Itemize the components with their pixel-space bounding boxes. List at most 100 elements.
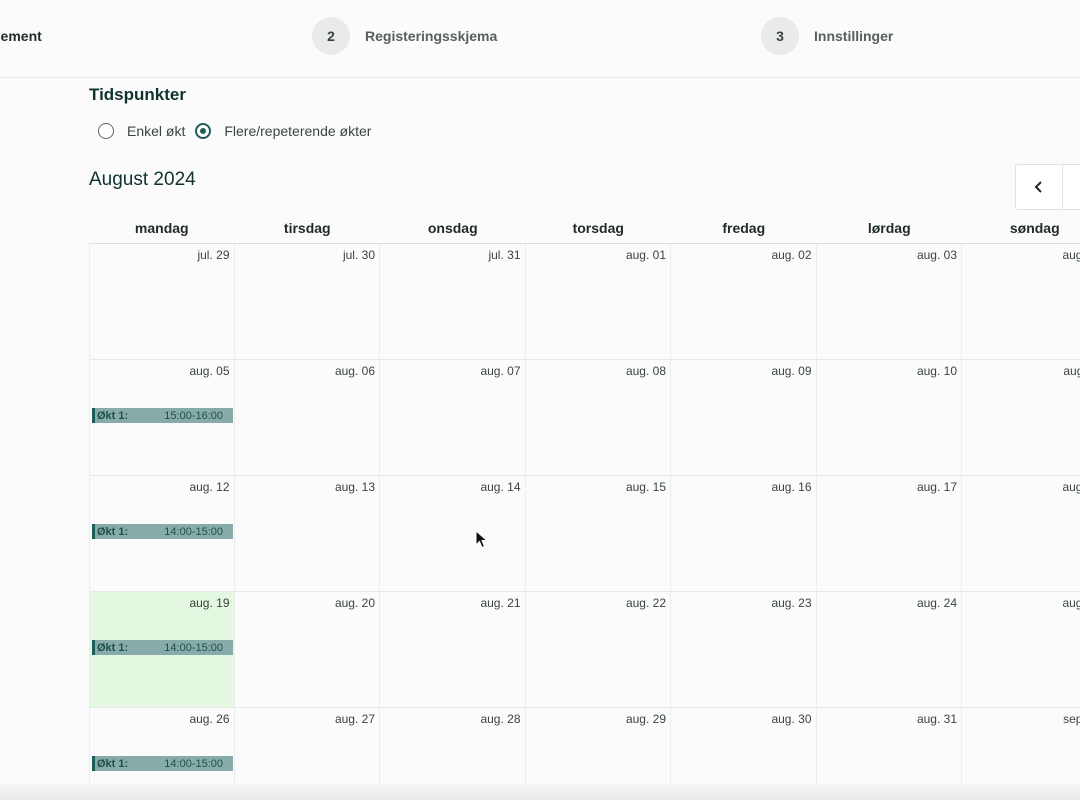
radio-single-session-circle[interactable] <box>98 123 114 139</box>
day-number: aug. 21 <box>480 596 521 610</box>
day-cell[interactable]: aug. 14 <box>380 476 526 591</box>
radio-multiple-sessions-label: Flere/repeterende økter <box>224 123 372 139</box>
day-number: aug. 07 <box>480 364 521 378</box>
day-number: aug. 16 <box>771 480 812 494</box>
day-number: aug. 10 <box>916 364 957 378</box>
day-number: aug. 24 <box>916 596 957 610</box>
day-number: aug. 02 <box>771 248 812 262</box>
day-number: aug. 12 <box>189 480 230 494</box>
day-cell[interactable]: aug. 30 <box>671 708 817 800</box>
event-time: 15:00-16:00 <box>164 409 223 422</box>
day-cell[interactable]: aug. 23 <box>671 592 817 707</box>
day-number: aug. 05 <box>189 364 230 378</box>
day-number: aug. 08 <box>625 364 666 378</box>
day-cell[interactable]: aug. 04 <box>962 244 1080 359</box>
day-cell[interactable]: aug. 27 <box>235 708 380 800</box>
day-cell[interactable]: aug. 18 <box>962 476 1080 591</box>
day-cell-highlighted[interactable]: aug. 19 Økt 1: 14:00-15:00 <box>89 592 235 707</box>
day-number: jul. 29 <box>197 248 230 262</box>
day-cell[interactable]: jul. 31 <box>380 244 526 359</box>
step-2-label: Registeringsskjema <box>365 28 498 44</box>
day-number: aug. 11 <box>1063 364 1080 378</box>
day-cell[interactable]: aug. 13 <box>235 476 380 591</box>
radio-single-session-label: Enkel økt <box>127 123 186 139</box>
day-number: aug. 01 <box>625 248 666 262</box>
day-cell[interactable]: sep. 01 <box>962 708 1080 800</box>
session-event[interactable]: Økt 1: 14:00-15:00 <box>92 640 233 655</box>
day-number: sep. 01 <box>1063 712 1080 726</box>
day-number: aug. 13 <box>334 480 375 494</box>
day-number: jul. 30 <box>342 248 375 262</box>
weekday-label: mandag <box>134 220 189 236</box>
day-cell[interactable]: aug. 26 Økt 1: 14:00-15:00 <box>89 708 235 800</box>
day-cell[interactable]: jul. 30 <box>235 244 380 359</box>
weekday-label: torsdag <box>572 220 624 236</box>
day-cell[interactable]: aug. 01 <box>526 244 671 359</box>
step-2-number: 2 <box>312 17 350 55</box>
event-label: Økt 1: <box>97 757 129 770</box>
day-number: aug. 27 <box>334 712 375 726</box>
session-event[interactable]: Økt 1: 14:00-15:00 <box>92 756 233 771</box>
day-number: aug. 23 <box>771 596 812 610</box>
day-cell[interactable]: aug. 12 Økt 1: 14:00-15:00 <box>89 476 235 591</box>
day-number: aug. 20 <box>334 596 375 610</box>
day-cell[interactable]: aug. 21 <box>380 592 526 707</box>
day-cell[interactable]: aug. 06 <box>235 360 380 475</box>
step-3[interactable]: 3 Innstillinger <box>761 17 893 55</box>
day-cell[interactable]: jul. 29 <box>89 244 235 359</box>
day-cell[interactable]: aug. 15 <box>526 476 671 591</box>
event-time: 14:00-15:00 <box>164 641 223 654</box>
day-cell[interactable]: aug. 03 <box>817 244 962 359</box>
next-month-button[interactable] <box>1062 164 1080 210</box>
day-number: aug. 31 <box>916 712 957 726</box>
radio-multiple-sessions-circle[interactable] <box>195 123 212 139</box>
day-cell[interactable]: aug. 10 <box>817 360 962 475</box>
day-cell[interactable]: aug. 25 <box>962 592 1080 707</box>
day-number: aug. 14 <box>480 480 521 494</box>
day-cell[interactable]: aug. 07 <box>380 360 526 475</box>
radio-single-session[interactable]: Enkel økt <box>98 123 185 139</box>
day-cell[interactable]: aug. 05 Økt 1: 15:00-16:00 <box>89 360 235 475</box>
day-number: aug. 28 <box>480 712 521 726</box>
calendar-week: jul. 29 jul. 30 jul. 31 aug. 01 aug. 02 … <box>89 244 1080 360</box>
day-number: jul. 31 <box>488 248 521 262</box>
day-cell[interactable]: aug. 29 <box>526 708 671 800</box>
prev-month-button[interactable] <box>1015 164 1063 210</box>
day-cell[interactable]: aug. 08 <box>526 360 671 475</box>
step-3-number: 3 <box>761 17 799 55</box>
session-event[interactable]: Økt 1: 15:00-16:00 <box>92 408 233 423</box>
day-cell[interactable]: aug. 28 <box>380 708 526 800</box>
event-time: 14:00-15:00 <box>164 525 223 538</box>
day-number: aug. 17 <box>916 480 957 494</box>
step-3-label: Innstillinger <box>814 28 894 44</box>
weekday-label: tirsdag <box>283 220 331 236</box>
calendar-week: aug. 19 Økt 1: 14:00-15:00 aug. 20 aug. … <box>89 592 1080 708</box>
calendar-week: aug. 12 Økt 1: 14:00-15:00 aug. 13 aug. … <box>89 476 1080 592</box>
stepper: gement 2 Registeringsskjema 3 Innstillin… <box>0 0 1080 78</box>
section-title: Tidspunkter <box>89 85 186 104</box>
day-cell[interactable]: aug. 20 <box>235 592 380 707</box>
event-label: Økt 1: <box>97 409 129 422</box>
day-cell[interactable]: aug. 11 <box>962 360 1080 475</box>
session-event[interactable]: Økt 1: 14:00-15:00 <box>92 524 233 539</box>
day-number: aug. 19 <box>189 596 230 610</box>
day-number: aug. 22 <box>625 596 666 610</box>
mouse-cursor-icon <box>475 530 489 549</box>
day-cell[interactable]: aug. 16 <box>671 476 817 591</box>
day-cell[interactable]: aug. 09 <box>671 360 817 475</box>
day-number: aug. 15 <box>625 480 666 494</box>
day-number: aug. 30 <box>771 712 812 726</box>
day-cell[interactable]: aug. 17 <box>817 476 962 591</box>
step-1[interactable]: gement <box>0 17 42 55</box>
day-cell[interactable]: aug. 22 <box>526 592 671 707</box>
day-cell[interactable]: aug. 31 <box>817 708 962 800</box>
weekday-label: lørdag <box>867 220 911 236</box>
event-label: Økt 1: <box>97 641 129 654</box>
session-type-radio-group: Enkel økt Flere/repeterende økter <box>98 123 381 139</box>
radio-multiple-sessions[interactable]: Flere/repeterende økter <box>195 123 371 139</box>
day-cell[interactable]: aug. 02 <box>671 244 817 359</box>
day-number: aug. 25 <box>1062 596 1080 610</box>
step-2[interactable]: 2 Registeringsskjema <box>312 17 497 55</box>
day-cell[interactable]: aug. 24 <box>817 592 962 707</box>
